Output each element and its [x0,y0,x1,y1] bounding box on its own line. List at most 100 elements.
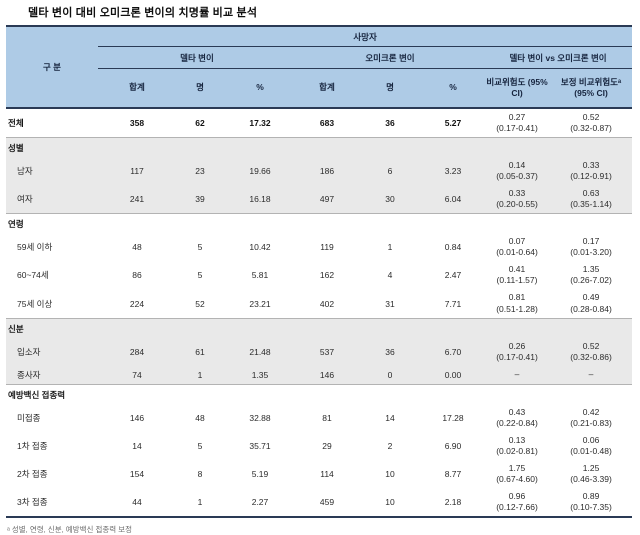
value-cell: 4 [387,270,393,281]
value-cell: 32.88 [249,412,271,423]
table-row-unvaccinated: 미접종 146 48 32.88 81 14 17.28 0.43 (0.22-… [6,404,632,432]
adjusted-risk-ratio-cell: 0.52 (0.32-0.86) [550,337,633,366]
value-cell: 14 [385,412,395,423]
section-label: 성별 [6,137,633,158]
section-label: 예방백신 접종력 [6,383,633,404]
table-body: 전체 358 62 17.32 683 36 5.27 0.27 (0.17-0… [6,108,633,517]
value-cell: 6.70 [422,337,484,366]
header-omicron-group: 오미크론 변이 [296,46,484,69]
header-omicron-total: 합계 [296,68,358,108]
adjusted-risk-ratio-cell: 0.52 (0.32-0.87) [570,112,612,134]
value-cell: 162 [319,270,335,281]
value-cell: 21.48 [224,337,296,366]
table-row-dose-2: 2차 접종 154 8 5.19 114 10 8.77 1.75 (0.67-… [6,460,632,488]
value-cell: 74 [98,365,176,385]
value-cell: 0 [358,365,422,385]
value-cell: 23.21 [249,298,271,309]
value-cell: 117 [98,157,176,186]
header-row-top: 구 분 사망자 [6,26,633,108]
value-cell: 10 [385,496,395,507]
value-cell: 683 [319,118,335,129]
value-cell: 358 [129,118,145,129]
value-cell: 1 [387,242,393,253]
value-cell: 0.84 [444,242,462,253]
risk-ratio-cell: 0.26 (0.17-0.41) [484,337,550,366]
row-label: 전체 [8,118,24,129]
value-cell: 8.77 [444,468,462,479]
adjusted-risk-ratio-cell: – [550,365,633,385]
value-cell: 44 [132,496,142,507]
header-risk-ratio: 비교위험도 (95% CI) [484,68,550,108]
header-category: 구 분 [6,26,98,108]
value-cell: 5 [197,270,203,281]
value-cell: 6.04 [422,185,484,214]
value-cell: 154 [129,468,145,479]
table-header: 구 분 사망자 델타 변이 오미크론 변이 델타 변이 vs 오미크론 변이 합… [6,26,633,108]
value-cell: 14 [132,440,142,451]
row-label: 75세 이상 [17,298,53,309]
value-cell: 6.90 [444,440,462,451]
adjusted-risk-ratio-cell: 1.35 (0.26-7.02) [570,264,612,286]
value-cell: 17.28 [442,412,464,423]
adjusted-risk-ratio-cell: 0.17 (0.01-3.20) [570,236,612,258]
fatality-comparison-table: 구 분 사망자 델타 변이 오미크론 변이 델타 변이 vs 오미크론 변이 합… [6,25,633,519]
header-delta-group: 델타 변이 [98,46,296,69]
row-label: 미접종 [17,412,41,423]
risk-ratio-cell: 0.14 (0.05-0.37) [484,157,550,186]
section-row-age: 연령 [6,213,633,234]
value-cell: 52 [195,298,205,309]
header-delta-count: 명 [176,68,224,108]
row-label: 59세 이하 [17,242,53,253]
value-cell: 35.71 [249,440,271,451]
value-cell: 19.66 [224,157,296,186]
value-cell: 48 [195,412,205,423]
header-delta-total: 합계 [98,68,176,108]
section-row-status: 신분 [6,317,633,338]
value-cell: 30 [358,185,422,214]
value-cell: 2.47 [444,270,462,281]
header-deaths: 사망자 [98,26,633,47]
table-row-worker: 종사자 74 1 1.35 146 0 0.00 – – [6,365,633,385]
value-cell: 186 [296,157,358,186]
value-cell: 241 [98,185,176,214]
row-label: 여자 [6,185,98,214]
value-cell: 10 [385,468,395,479]
table-row-dose-1: 1차 접종 14 5 35.71 29 2 6.90 0.13 (0.02-0.… [6,432,632,460]
value-cell: 62 [195,118,205,129]
adjusted-risk-ratio-cell: 1.25 (0.46-3.39) [570,462,612,484]
value-cell: 17.32 [249,118,271,129]
risk-ratio-cell: 0.41 (0.11-1.57) [496,264,538,286]
value-cell: 1.35 [224,365,296,385]
value-cell: 284 [98,337,176,366]
value-cell: 36 [385,118,395,129]
table-row-age-60-74: 60~74세 86 5 5.81 162 4 2.47 0.41 (0.11-1… [6,261,632,289]
value-cell: 16.18 [224,185,296,214]
value-cell: 31 [385,298,395,309]
adjusted-risk-ratio-cell: 0.33 (0.12-0.91) [550,157,633,186]
risk-ratio-cell: 0.43 (0.22-0.84) [496,406,538,428]
table-row-age-under-59: 59세 이하 48 5 10.42 119 1 0.84 0.07 (0.01-… [6,233,632,261]
table-row-female: 여자 241 39 16.18 497 30 6.04 0.33 (0.20-0… [6,185,633,214]
value-cell: 7.71 [444,298,462,309]
table-row-male: 남자 117 23 19.66 186 6 3.23 0.14 (0.05-0.… [6,157,633,186]
value-cell: 10.42 [249,242,271,253]
table-row-age-over-75: 75세 이상 224 52 23.21 402 31 7.71 0.81 (0.… [6,289,632,318]
value-cell: 5.81 [251,270,269,281]
row-label: 3차 접종 [17,496,48,507]
row-label: 남자 [6,157,98,186]
section-row-sex: 성별 [6,137,633,158]
value-cell: 537 [296,337,358,366]
value-cell: 48 [132,242,142,253]
value-cell: 459 [319,496,335,507]
footnote: ᵃ 성별, 연령, 신분, 예방백신 접종력 보정 [7,525,133,535]
value-cell: 36 [358,337,422,366]
value-cell: 224 [129,298,145,309]
value-cell: 5 [197,440,203,451]
value-cell: 39 [176,185,224,214]
risk-ratio-cell: – [484,365,550,385]
risk-ratio-cell: 0.27 (0.17-0.41) [496,112,538,134]
table-title: 델타 변이 대비 오미크론 변이의 치명률 비교 분석 [28,7,258,19]
section-row-vaccination: 예방백신 접종력 [6,383,633,404]
row-label: 60~74세 [17,270,49,281]
